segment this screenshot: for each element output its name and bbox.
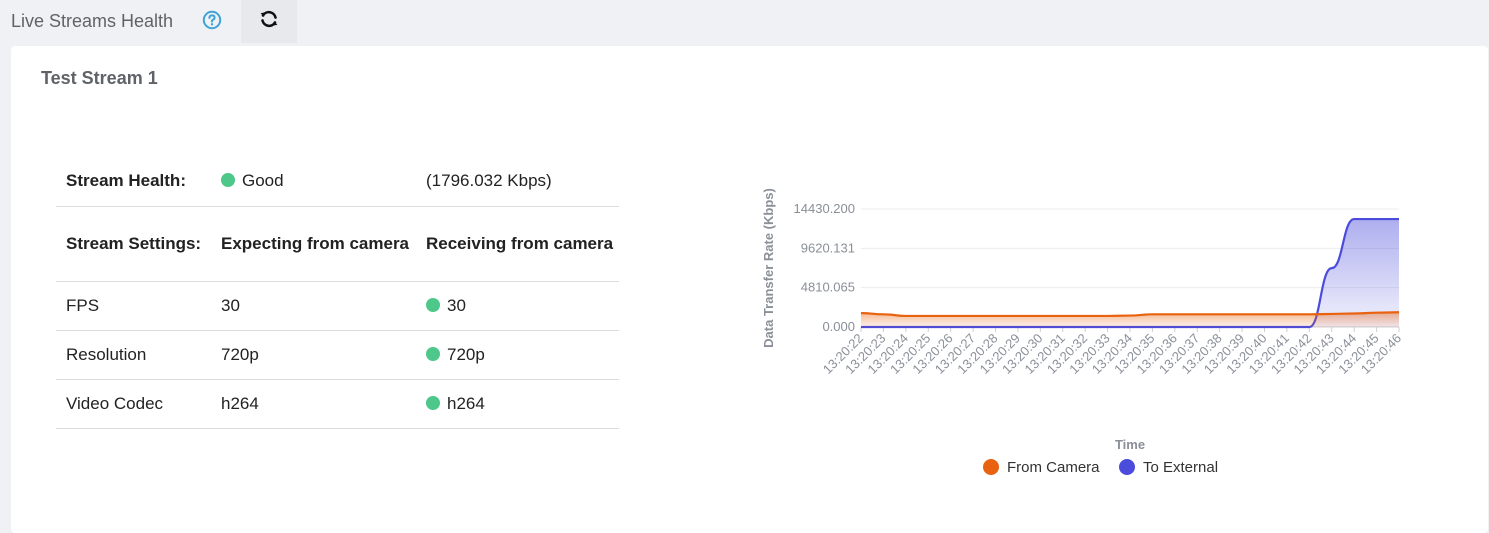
table-row: Stream Settings: Expecting from camera R… <box>56 206 619 282</box>
stream-title: Test Stream 1 <box>41 68 158 88</box>
legend-marker <box>1119 459 1135 475</box>
setting-name: FPS <box>56 281 211 331</box>
table-row: Stream Health: Good (1796.032 Kbps) <box>56 156 619 207</box>
table-row: FPS 30 30 <box>56 281 619 331</box>
stream-health-table: Stream Health: Good (1796.032 Kbps) Stre… <box>56 156 619 429</box>
expecting-column-header: Expecting from camera <box>211 206 416 282</box>
stream-card: Test Stream 1 Stream Health: Good (1796.… <box>11 46 1488 533</box>
table-row: Video Codec h264 h264 <box>56 379 619 429</box>
setting-received: 720p <box>416 330 619 380</box>
stream-settings-label: Stream Settings: <box>56 206 211 282</box>
y-axis-title: Data Transfer Rate (Kbps) <box>761 188 776 348</box>
setting-expected: 720p <box>211 330 416 380</box>
setting-name: Video Codec <box>56 379 211 429</box>
stream-health-label: Stream Health: <box>56 156 211 207</box>
setting-received: 30 <box>416 281 619 331</box>
series-line-from-camera <box>860 311 1400 318</box>
table-row: Resolution 720p 720p <box>56 330 619 380</box>
y-tick-label: 14430.200 <box>794 201 855 216</box>
series-line-to-external <box>860 217 1399 329</box>
health-status-text: Good <box>242 170 284 190</box>
received-value: h264 <box>447 393 485 413</box>
setting-expected: 30 <box>211 281 416 331</box>
setting-received: h264 <box>416 379 619 429</box>
legend-label: From Camera <box>1007 459 1100 476</box>
question-circle-icon[interactable] <box>202 10 222 30</box>
stream-health-status: Good <box>211 156 416 207</box>
receiving-column-header: Receiving from camera <box>416 206 619 282</box>
legend-label: To External <box>1143 459 1218 476</box>
x-axis-title: Time <box>1115 437 1145 452</box>
refresh-icon <box>259 9 279 34</box>
y-tick-label: 0.000 <box>822 319 855 334</box>
status-dot-icon <box>426 297 440 312</box>
setting-name: Resolution <box>56 330 211 380</box>
status-dot-icon <box>426 346 440 361</box>
stream-health-rate: (1796.032 Kbps) <box>416 156 619 207</box>
page-title: Live Streams Health <box>11 11 174 31</box>
top-bar: Live Streams Health <box>0 0 1489 44</box>
legend-marker <box>983 459 999 475</box>
y-tick-label: 9620.131 <box>801 240 855 255</box>
setting-expected: h264 <box>211 379 416 429</box>
refresh-button[interactable] <box>241 0 297 43</box>
status-dot-icon <box>426 395 440 410</box>
received-value: 720p <box>447 344 485 364</box>
data-transfer-chart: 0.000 4810.065 9620.131 14430.200 Data Trans… <box>761 188 1404 476</box>
status-dot-icon <box>221 172 235 187</box>
received-value: 30 <box>447 295 466 315</box>
y-tick-label: 4810.065 <box>801 280 855 295</box>
